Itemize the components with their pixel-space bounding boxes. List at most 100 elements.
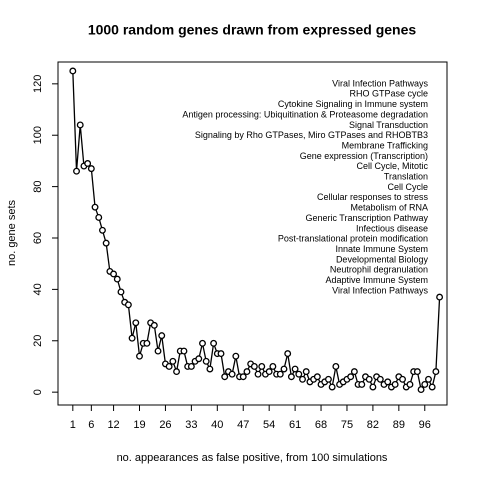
data-point (376, 375, 384, 383)
data-point (150, 321, 158, 329)
data-point (84, 160, 92, 167)
data-point (76, 121, 84, 129)
data-point (421, 380, 429, 388)
data-point (73, 167, 80, 175)
data-point (391, 380, 399, 388)
data-point (117, 288, 125, 296)
data-point (232, 352, 240, 360)
data-point (350, 368, 358, 376)
data-point (128, 334, 136, 342)
data-point (180, 347, 188, 355)
data-point (399, 375, 406, 383)
data-point (87, 165, 95, 173)
x-tick-label: 33 (185, 419, 197, 431)
data-point (295, 370, 303, 378)
annotation: Cell Cycle, Mitotic (356, 161, 428, 171)
data-point (132, 319, 140, 327)
data-point (425, 375, 432, 383)
x-tick-label: 6 (88, 419, 94, 431)
annotation: Developmental Biology (336, 254, 429, 264)
data-point (280, 365, 288, 373)
data-point (202, 357, 210, 365)
annotation: Metabolism of RNA (350, 203, 428, 213)
annotation: Translation (384, 172, 428, 182)
y-tick-label: 120 (32, 75, 44, 93)
data-point (284, 350, 292, 358)
annotation: Post-translational protein modification (278, 234, 428, 244)
x-tick-label: 75 (341, 419, 353, 431)
data-point (154, 347, 162, 355)
annotation: Adaptive Immune System (325, 275, 428, 285)
data-point (95, 213, 103, 221)
data-point (136, 352, 143, 360)
annotation: Cellular responses to stress (317, 192, 429, 202)
data-point (99, 226, 106, 234)
data-point (158, 332, 166, 340)
x-tick-label: 26 (159, 419, 171, 431)
y-tick-label: 60 (32, 232, 44, 244)
x-tick-label: 89 (393, 419, 405, 431)
data-point (291, 365, 299, 373)
data-point (276, 370, 284, 378)
annotation: Antigen processing: Ubiquitination & Pro… (182, 109, 428, 119)
data-point (228, 370, 236, 378)
annotation: RHO GTPase cycle (349, 89, 428, 99)
plot-frame (57, 61, 448, 406)
x-tick-label: 61 (289, 419, 301, 431)
annotation: Generic Transcription Pathway (305, 213, 428, 223)
x-tick-label: 19 (133, 419, 145, 431)
data-point (406, 380, 414, 388)
annotation: Gene expression (Transcription) (300, 151, 428, 161)
x-axis-label: no. appearances as false positive, from … (117, 452, 388, 464)
data-point (384, 378, 392, 386)
annotation: Cell Cycle (387, 182, 428, 192)
data-point (265, 368, 273, 376)
data-point (365, 375, 373, 383)
data-point (347, 373, 355, 381)
annotation: Signal Transduction (349, 120, 428, 130)
data-point (69, 67, 77, 75)
data-point (269, 363, 277, 370)
data-point (369, 383, 377, 391)
data-point (324, 375, 332, 383)
x-tick-label: 1 (70, 419, 76, 431)
x-tick-label: 47 (237, 419, 249, 431)
data-point (187, 363, 195, 370)
y-tick-label: 0 (32, 389, 44, 395)
x-tick-label: 54 (263, 419, 275, 431)
data-point (124, 301, 132, 309)
x-tick-label: 12 (107, 419, 119, 431)
data-point (243, 368, 251, 376)
annotation: Cytokine Signaling in Immune system (278, 99, 428, 109)
data-point (299, 375, 306, 383)
data-point (91, 203, 99, 211)
data-point (287, 373, 295, 381)
annotation: Infectious disease (356, 223, 428, 233)
data-point (302, 368, 310, 376)
data-point (165, 363, 173, 370)
data-point (358, 380, 366, 388)
data-point (332, 363, 340, 370)
data-point (436, 293, 444, 301)
y-tick-label: 80 (32, 180, 44, 192)
annotation: Signaling by Rho GTPases, Miro GTPases a… (195, 130, 428, 140)
data-point (258, 363, 266, 370)
data-point (250, 363, 258, 370)
chart-title: 1000 random genes drawn from expressed g… (88, 22, 417, 38)
annotation: Neutrophil degranulation (330, 265, 428, 275)
x-tick-label: 40 (211, 419, 223, 431)
data-point (328, 383, 336, 391)
x-tick-label: 68 (315, 419, 327, 431)
annotation: Viral Infection Pathways (332, 78, 428, 88)
y-tick-label: 100 (32, 126, 44, 144)
annotation: Membrane Trafficking (342, 140, 428, 150)
data-point (217, 350, 225, 358)
data-point (210, 339, 218, 347)
y-axis-label: no. gene sets (6, 199, 18, 266)
data-point (199, 339, 206, 347)
data-point (417, 386, 425, 394)
data-point (113, 275, 121, 283)
y-tick-label: 20 (32, 335, 44, 347)
data-point (239, 373, 247, 381)
data-point (169, 357, 177, 365)
